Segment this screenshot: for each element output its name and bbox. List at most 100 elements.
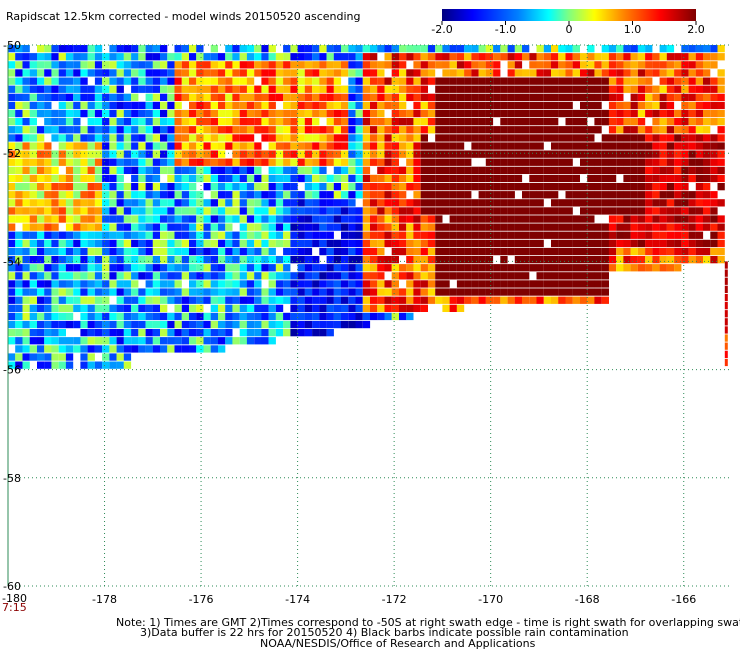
heatmap-cell <box>449 158 457 166</box>
heatmap-cell <box>341 166 349 174</box>
heatmap-cell <box>94 158 103 166</box>
heatmap-cell <box>594 101 602 110</box>
heatmap-cell <box>181 77 190 85</box>
heatmap-cell <box>703 45 711 53</box>
heatmap-cell <box>666 150 675 158</box>
heatmap-cell <box>630 191 638 199</box>
heatmap-cell <box>652 101 660 110</box>
heatmap-cell <box>442 150 450 158</box>
heatmap-cell <box>500 166 508 174</box>
heatmap-cell <box>362 61 371 69</box>
heatmap-cell <box>478 264 486 272</box>
heatmap-cell <box>203 150 211 158</box>
heatmap-cell <box>507 183 515 191</box>
heatmap-cell <box>565 45 573 53</box>
heatmap-cell <box>507 239 515 248</box>
heatmap-cell <box>630 109 638 118</box>
heatmap-cell <box>399 272 407 280</box>
heatmap-cell <box>73 288 81 296</box>
heatmap-cell <box>558 134 566 142</box>
heatmap-cell <box>319 77 327 85</box>
heatmap-cell <box>420 93 428 101</box>
heatmap-cell <box>580 223 588 231</box>
heatmap-cell <box>80 288 88 296</box>
heatmap-cell <box>116 126 124 134</box>
heatmap-cell <box>594 239 602 248</box>
heatmap-cell <box>391 93 399 101</box>
heatmap-cell <box>674 150 682 158</box>
heatmap-cell <box>580 126 588 134</box>
heatmap-cell <box>587 53 595 61</box>
heatmap-cell <box>616 215 624 223</box>
y-tick-label: -60 <box>3 580 21 593</box>
heatmap-cell <box>623 166 631 174</box>
heatmap-cell <box>608 69 617 77</box>
heatmap-cell <box>500 134 508 142</box>
heatmap-cell <box>558 93 566 101</box>
heatmap-cell <box>218 272 226 280</box>
heatmap-cell <box>268 329 276 337</box>
heatmap-cell <box>232 264 240 272</box>
heatmap-cell <box>391 134 399 142</box>
heatmap-cell <box>80 191 88 199</box>
heatmap-cell <box>608 207 617 215</box>
heatmap-cell <box>355 174 363 183</box>
heatmap-cell <box>427 101 436 110</box>
heatmap-cell <box>232 288 240 296</box>
heatmap-cell <box>695 231 704 239</box>
heatmap-cell <box>312 256 320 264</box>
heatmap-cell <box>304 215 313 223</box>
heatmap-cell <box>73 199 81 207</box>
x-tick-label: -176 <box>189 593 214 606</box>
heatmap-cell <box>543 231 552 239</box>
heatmap-cell <box>464 134 472 142</box>
heatmap-cell <box>297 199 305 207</box>
heatmap-cell <box>529 93 537 101</box>
heatmap-cell <box>565 264 573 272</box>
heatmap-cell <box>196 45 204 53</box>
heatmap-cell <box>551 256 559 264</box>
heatmap-cell <box>87 272 95 280</box>
heatmap-cell <box>203 223 211 231</box>
heatmap-cell <box>167 280 175 288</box>
heatmap-cell <box>543 126 552 134</box>
heatmap-cell <box>362 223 371 231</box>
heatmap-cell <box>464 166 472 174</box>
heatmap-cell <box>536 69 544 77</box>
heatmap-cell <box>254 312 262 321</box>
heatmap-cell <box>131 199 139 207</box>
heatmap-cell <box>420 158 428 166</box>
heatmap-cell <box>131 142 139 150</box>
heatmap-cell <box>449 61 457 69</box>
heatmap-cell <box>254 93 262 101</box>
heatmap-cell <box>464 199 472 207</box>
heatmap-cell <box>493 85 501 93</box>
heatmap-cell <box>370 45 378 53</box>
heatmap-cell <box>485 126 494 134</box>
heatmap-cell <box>413 134 421 142</box>
heatmap-cell <box>44 53 52 61</box>
heatmap-cell <box>181 199 190 207</box>
heatmap-cell <box>44 199 52 207</box>
heatmap-cell <box>58 61 66 69</box>
heatmap-cell <box>370 304 378 312</box>
heatmap-cell <box>616 118 624 126</box>
heatmap-cell <box>326 223 334 231</box>
heatmap-cell <box>138 296 146 304</box>
heatmap-cell <box>420 264 428 272</box>
heatmap-cell <box>370 296 378 304</box>
heatmap-cell <box>695 77 704 85</box>
heatmap-cell <box>688 53 696 61</box>
heatmap-cell <box>304 296 313 304</box>
heatmap-cell <box>449 239 457 248</box>
heatmap-cell <box>116 93 124 101</box>
heatmap-cell <box>413 288 421 296</box>
heatmap-cell <box>80 256 88 264</box>
heatmap-cell <box>22 304 30 312</box>
heatmap-cell <box>681 109 689 118</box>
heatmap-cell <box>8 280 16 288</box>
heatmap-cell <box>413 109 421 118</box>
heatmap-cell <box>123 345 132 353</box>
heatmap-cell <box>384 207 392 215</box>
heatmap-cell <box>507 77 515 85</box>
